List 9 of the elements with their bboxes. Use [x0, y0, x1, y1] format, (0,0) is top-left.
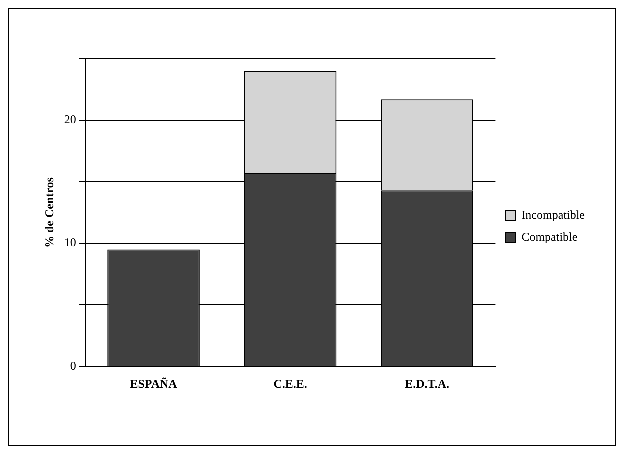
y-tick-label: 0	[70, 358, 76, 373]
legend-label: Compatible	[522, 230, 578, 244]
x-tick-label: E.D.T.A.	[405, 376, 450, 391]
y-axis-title: % de Centros	[42, 177, 56, 248]
x-tick-label: C.E.E.	[274, 376, 308, 391]
x-tick-label: ESPAÑA	[130, 376, 178, 391]
y-tick-label: 10	[64, 236, 76, 250]
legend-label: Incompatible	[522, 208, 585, 222]
y-tick-label: 20	[64, 112, 76, 127]
